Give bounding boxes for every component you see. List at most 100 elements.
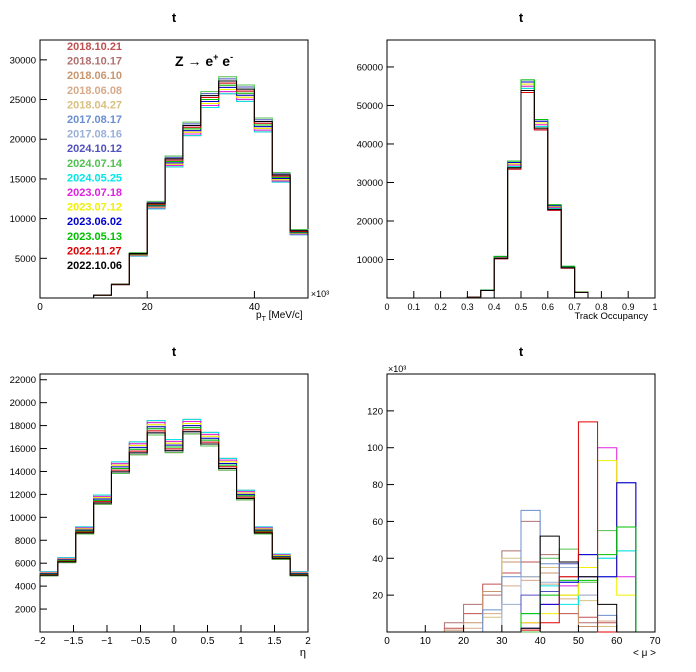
x-multiplier: ×10³ bbox=[311, 289, 329, 299]
x-axis-label: η bbox=[300, 647, 306, 659]
x-tick-label: 0 bbox=[384, 636, 390, 647]
y-tick-label: 10000 bbox=[10, 513, 36, 524]
x-tick-label: 1 bbox=[652, 302, 657, 312]
plot-frame bbox=[39, 39, 309, 299]
process-annotation: Z → e+ e- bbox=[175, 52, 233, 69]
y-tick-label: 12000 bbox=[10, 490, 36, 501]
legend-entry: 2024.07.14 bbox=[67, 158, 123, 170]
x-tick-label: 0.5 bbox=[201, 636, 215, 647]
x-tick-label: 0.6 bbox=[542, 302, 555, 312]
y-tick-label: 14000 bbox=[10, 467, 36, 478]
series-line bbox=[39, 433, 309, 632]
y-tick-label: 30000 bbox=[357, 178, 383, 189]
x-tick-label: 0.8 bbox=[595, 302, 608, 312]
legend-entry: 2018.06.10 bbox=[67, 70, 122, 82]
x-tick-label: 0 bbox=[171, 636, 177, 647]
series-line bbox=[39, 427, 309, 632]
series-line bbox=[40, 80, 309, 299]
x-tick-label: −0.5 bbox=[131, 636, 151, 647]
legend-entry: 2023.05.13 bbox=[67, 231, 122, 243]
x-axis-label: pT [MeV/c] bbox=[256, 310, 303, 323]
y-tick-label: 60000 bbox=[357, 62, 383, 73]
series-line bbox=[39, 418, 309, 632]
x-tick-label: 0 bbox=[384, 302, 389, 312]
y-tick-label: 15000 bbox=[10, 174, 36, 185]
legend-entry: 2018.06.08 bbox=[67, 85, 122, 97]
x-tick-label: 50 bbox=[573, 636, 585, 647]
panel-title: t bbox=[519, 344, 524, 359]
x-tick-label: 60 bbox=[611, 636, 623, 647]
y-tick-label: 50000 bbox=[357, 101, 383, 112]
x-tick-label: 30 bbox=[496, 636, 508, 647]
series-line bbox=[39, 431, 309, 632]
x-tick-label: 0.4 bbox=[488, 302, 501, 312]
legend-entry: 2023.06.02 bbox=[67, 216, 122, 228]
y-tick-label: 20000 bbox=[10, 135, 36, 146]
y-tick-label: 8000 bbox=[15, 536, 36, 547]
panel-title: t bbox=[172, 10, 177, 25]
panel-pt: t 0 20 40 5000 10000 15000 20000 25000 30000 ×1… bbox=[10, 10, 330, 323]
x-tick-label: 0.3 bbox=[461, 302, 474, 312]
y-tick-label: 18000 bbox=[10, 421, 36, 432]
y-tick-label: 120 bbox=[367, 406, 383, 417]
series-line bbox=[39, 423, 309, 632]
series-line bbox=[39, 420, 309, 632]
x-tick-label: 0.1 bbox=[408, 302, 421, 312]
panel-title: t bbox=[519, 10, 524, 25]
y-tick-label: 4000 bbox=[15, 582, 36, 593]
y-tick-label: 10000 bbox=[357, 255, 383, 266]
y-tick-label: 25000 bbox=[10, 95, 36, 106]
x-tick-label: 1 bbox=[238, 636, 244, 647]
x-axis-label: Track Occupancy bbox=[574, 311, 648, 322]
legend-entry: 2018.10.17 bbox=[67, 56, 122, 68]
series-line bbox=[387, 535, 655, 633]
x-tick-label: 40 bbox=[249, 302, 261, 313]
legend-entry: 2022.10.06 bbox=[67, 260, 122, 272]
y-tick-label: 20 bbox=[372, 591, 383, 602]
x-tick-label: −1 bbox=[101, 636, 113, 647]
series-line bbox=[39, 418, 309, 632]
y-tick-label: 16000 bbox=[10, 444, 36, 455]
y-tick-label: 6000 bbox=[15, 559, 36, 570]
y-tick-label: 40 bbox=[372, 554, 383, 565]
panel-eta: t −2 −1.5 −1 −0.5 0 0.5 1 1.5 2 2000 4000 6000 8000… bbox=[10, 344, 312, 659]
plot-frame bbox=[39, 373, 309, 633]
x-tick-label: 1.5 bbox=[268, 636, 282, 647]
x-tick-label: −1.5 bbox=[64, 636, 84, 647]
legend-entry: 2022.11.27 bbox=[67, 245, 121, 257]
x-tick-label: 20 bbox=[458, 636, 470, 647]
x-tick-label: 0.2 bbox=[434, 302, 447, 312]
y-tick-label: 30000 bbox=[10, 55, 36, 66]
y-multiplier: ×10³ bbox=[388, 364, 406, 374]
series-line bbox=[39, 429, 309, 632]
y-tick-label: 10000 bbox=[10, 214, 36, 225]
x-tick-label: 70 bbox=[649, 636, 661, 647]
y-tick-label: 40000 bbox=[357, 139, 383, 150]
y-tick-label: 2000 bbox=[15, 605, 36, 616]
x-tick-label: −2 bbox=[34, 636, 46, 647]
x-axis-label: < μ > bbox=[633, 648, 656, 659]
series-line bbox=[387, 89, 655, 299]
y-tick-label: 22000 bbox=[10, 375, 36, 386]
legend-entry: 2018.10.21 bbox=[67, 41, 122, 53]
legend-entry: 2024.10.12 bbox=[67, 143, 122, 155]
panel-title: t bbox=[172, 344, 177, 359]
x-tick-label: 20 bbox=[142, 302, 154, 313]
panel-mu: t 0 10 20 30 40 50 60 70 20 40 60 80 100 120 ×10³ < … bbox=[367, 344, 661, 659]
x-tick-label: 40 bbox=[535, 636, 547, 647]
legend-entry: 2017.08.17 bbox=[67, 114, 122, 126]
legend-entry: 2023.07.12 bbox=[67, 202, 122, 214]
panel-track-occupancy: t 0 0.1 0.2 0.3 0.4 0.5 0.6 0.7 0.8 0.9 1 10000 200… bbox=[357, 10, 658, 322]
series-line bbox=[39, 425, 309, 632]
legend-entry: 2023.07.18 bbox=[67, 187, 122, 199]
y-tick-label: 100 bbox=[367, 443, 383, 454]
y-tick-label: 60 bbox=[372, 517, 383, 528]
x-tick-label: 0 bbox=[37, 302, 43, 313]
y-tick-label: 80 bbox=[372, 480, 383, 491]
legend-entry: 2017.08.16 bbox=[67, 129, 122, 141]
x-tick-label: 0.5 bbox=[515, 302, 528, 312]
x-tick-label: 0.9 bbox=[622, 302, 635, 312]
legend-entry: 2024.05.25 bbox=[67, 172, 122, 184]
x-tick-label: 2 bbox=[305, 636, 311, 647]
